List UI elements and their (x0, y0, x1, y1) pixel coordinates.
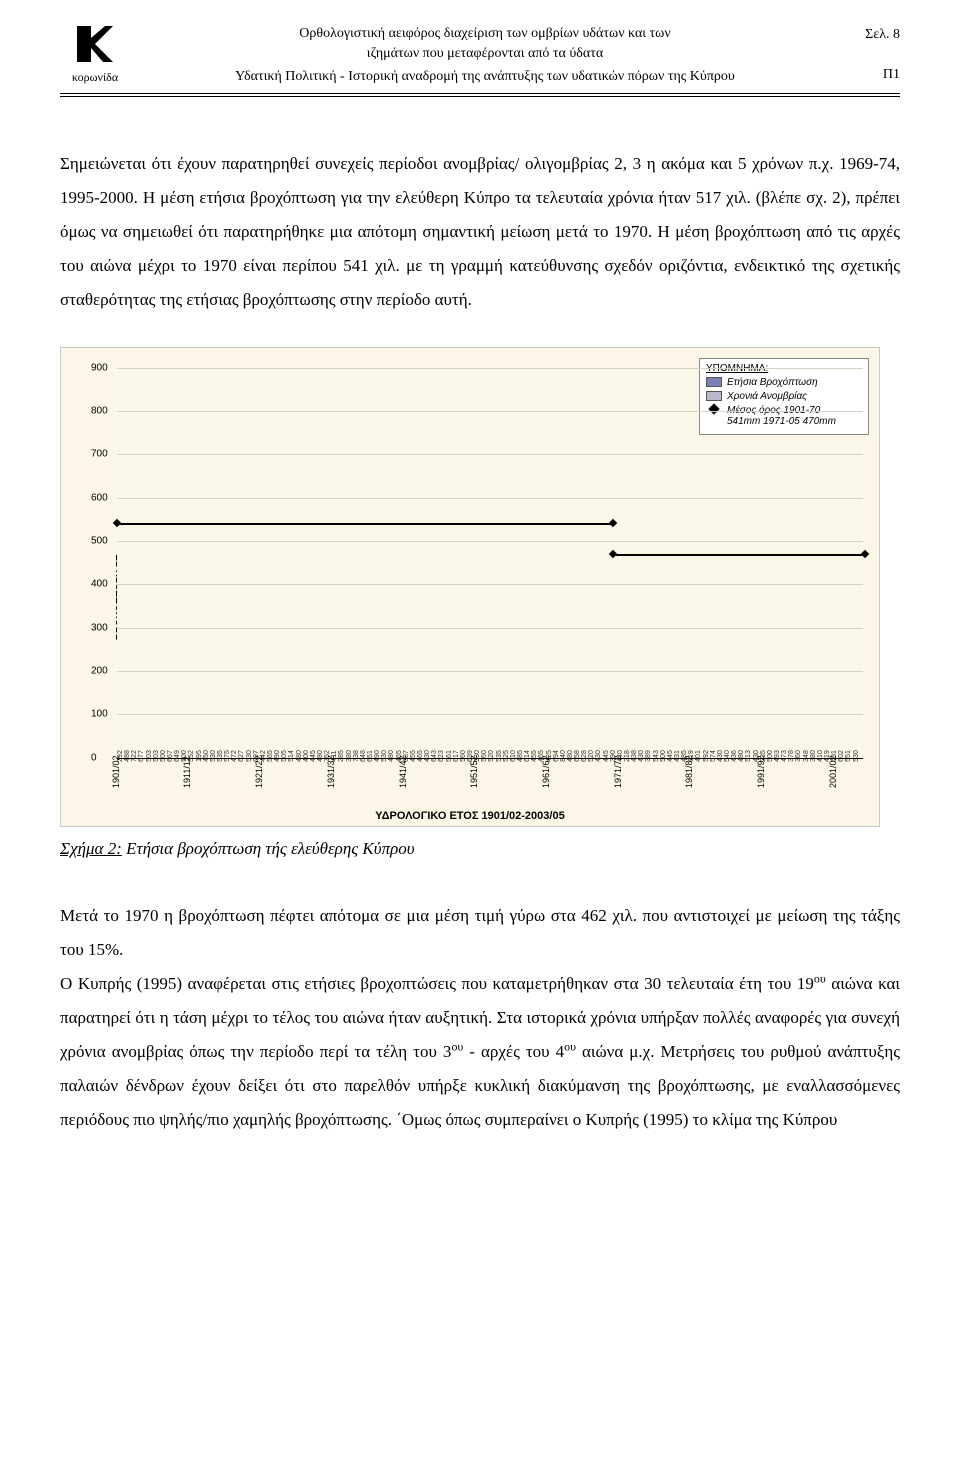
legend-diamond-icon (708, 403, 719, 414)
page-number: Σελ. 8 (840, 24, 900, 46)
paragraph-2b: Ο Κυπρής (1995) αναφέρεται στις ετήσιες … (60, 967, 900, 1137)
legend-row-1: Ετήσια Βροχόπτωση (706, 377, 862, 388)
page-header: κορωνίδα Ορθολογιστική αειφόρος διαχείρι… (60, 24, 900, 94)
grid-line (117, 411, 863, 412)
paragraph-2a: Μετά το 1970 η βροχόπτωση πέφτει απότομα… (60, 899, 900, 967)
x-tick-label: 1931/32 (326, 755, 336, 788)
figure-caption-text: Ετήσια βροχόπτωση τής ελεύθερης Κύπρου (122, 839, 415, 858)
legend-label-1: Ετήσια Βροχόπτωση (727, 377, 818, 388)
x-tick-label: 1921/22 (254, 755, 264, 788)
grid-line (117, 368, 863, 369)
x-tick-label: 1981/82 (684, 755, 694, 788)
header-subtitle: Υδατική Πολιτική - Ιστορική αναδρομή της… (130, 67, 840, 87)
legend-row-3: Μέσος όρος 1901-70 541mm 1971-05 470mm (706, 405, 862, 427)
logo-icon (75, 24, 115, 64)
x-axis-title: ΥΔΡΟΛΟΓΙΚΟ ΕΤΟΣ 1901/02-2003/05 (61, 810, 879, 822)
x-ticks: 1901/021911/121921/221931/321941/421951/… (117, 758, 863, 808)
grid-line (117, 628, 863, 629)
y-tick: 0 (91, 752, 97, 763)
y-tick: 600 (91, 492, 108, 503)
p2b-sup2: ου (451, 1039, 463, 1053)
logo-text: κορωνίδα (60, 70, 130, 85)
y-tick: 700 (91, 449, 108, 460)
legend-swatch-normal (706, 377, 722, 387)
p2b-sup3: ου (564, 1039, 576, 1053)
header-center: Ορθολογιστική αειφόρος διαχείριση των ομ… (130, 24, 840, 87)
header-title-line2: ιζημάτων που μεταφέρονται από τα ύδατα (130, 44, 840, 64)
grid-line (117, 584, 863, 585)
body-text: Σημειώνεται ότι έχουν παρατηρηθεί συνεχε… (60, 147, 900, 317)
legend-row-2: Χρονιά Ανομβρίας (706, 391, 862, 402)
p2b-mid2: - αρχές του 4 (463, 1042, 564, 1061)
y-tick: 800 (91, 406, 108, 417)
paragraph-1: Σημειώνεται ότι έχουν παρατηρηθεί συνεχε… (60, 147, 900, 317)
y-tick: 300 (91, 622, 108, 633)
header-right: Σελ. 8 Π1 (840, 24, 900, 87)
figure-caption-prefix: Σχήμα 2: (60, 839, 122, 858)
x-tick-label: 1961/62 (541, 755, 551, 788)
header-title-line1: Ορθολογιστική αειφόρος διαχείριση των ομ… (130, 24, 840, 44)
legend-label-2: Χρονιά Ανομβρίας (727, 391, 807, 402)
legend-swatch-drought (706, 391, 722, 401)
legend-label-3b: 541mm 1971-05 470mm (727, 416, 836, 427)
x-tick-label: 1941/42 (398, 755, 408, 788)
body-text-2: Μετά το 1970 η βροχόπτωση πέφτει απότομα… (60, 899, 900, 1137)
p2b-pre: Ο Κυπρής (1995) αναφέρεται στις ετήσιες … (60, 974, 814, 993)
x-tick-label: 1911/12 (182, 756, 192, 788)
grid-line (117, 454, 863, 455)
p2b-sup1: ου (814, 971, 826, 985)
rainfall-chart: ΒΡΟΧΟΠΤΩΣΗ ΣΕ mm 29248872267750350350066… (60, 347, 880, 827)
section-code: Π1 (840, 64, 900, 86)
header-divider (60, 96, 900, 97)
x-axis-line (117, 758, 863, 759)
y-tick: 500 (91, 536, 108, 547)
trend-line-2 (613, 554, 865, 556)
grid-line (117, 671, 863, 672)
y-tick: 200 (91, 666, 108, 677)
grid-line (117, 541, 863, 542)
grid-line (117, 498, 863, 499)
chart-legend: ΥΠΟΜΝΗΜΑ: Ετήσια Βροχόπτωση Χρονιά Ανομβ… (699, 358, 869, 435)
x-tick-label: 1901/02 (111, 755, 121, 788)
legend-label-3: Μέσος όρος 1901-70 541mm 1971-05 470mm (727, 405, 836, 427)
x-tick-label: 1991/92 (756, 755, 766, 788)
y-tick: 400 (91, 579, 108, 590)
y-tick: 900 (91, 362, 108, 373)
trend-line-1 (117, 523, 613, 525)
grid-line (117, 714, 863, 715)
figure-caption: Σχήμα 2: Ετήσια βροχόπτωση τής ελεύθερης… (60, 839, 900, 859)
logo-block: κορωνίδα (60, 24, 130, 85)
x-tick-label: 1951/52 (469, 755, 479, 788)
x-tick-label: 1971/72 (613, 755, 623, 788)
x-tick-label: 2001/02 (828, 755, 838, 788)
y-tick: 100 (91, 709, 108, 720)
